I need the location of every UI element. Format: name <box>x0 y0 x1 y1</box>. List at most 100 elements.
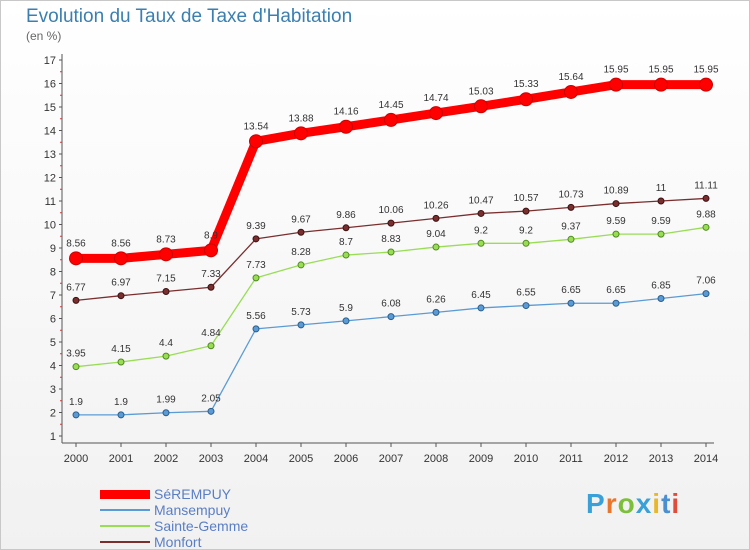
data-label: 8.83 <box>381 234 401 245</box>
data-label: 9.39 <box>246 221 266 232</box>
x-tick-label: 2009 <box>469 453 493 465</box>
legend-item: SéREMPUY <box>100 486 300 502</box>
data-point <box>204 243 218 258</box>
data-label: 6.08 <box>381 299 401 310</box>
series-mansempuy <box>72 290 710 419</box>
data-label: 9.04 <box>426 229 446 240</box>
data-point <box>522 207 530 215</box>
data-point <box>249 134 263 149</box>
data-point <box>567 299 575 307</box>
x-tick-label: 2012 <box>604 453 628 465</box>
y-tick-label: 10 <box>44 220 56 232</box>
data-point <box>477 209 485 217</box>
logo-letter: P <box>586 488 606 519</box>
y-tick-label: 1 <box>50 431 56 443</box>
logo-letter: t <box>661 488 672 519</box>
y-tick-label: 9 <box>50 243 56 255</box>
data-point <box>339 119 353 134</box>
logo-letter: r <box>605 488 618 519</box>
x-tick-label: 2004 <box>244 453 268 465</box>
data-label: 6.65 <box>561 285 581 296</box>
data-label: 7.73 <box>246 260 266 271</box>
data-point <box>654 77 668 92</box>
y-tick-label: 13 <box>44 149 56 161</box>
legend: SéREMPUY Mansempuy Sainte-Gemme Monfort <box>100 486 300 550</box>
data-label: 10.57 <box>513 193 538 204</box>
data-point <box>69 251 83 266</box>
y-tick-label: 11 <box>45 196 56 208</box>
data-label: 8.7 <box>339 237 353 248</box>
y-tick-label: 4 <box>50 361 56 373</box>
data-point <box>114 251 128 266</box>
data-label: 9.59 <box>651 216 671 227</box>
data-point <box>207 342 215 350</box>
legend-label: SéREMPUY <box>154 486 232 502</box>
data-label: 9.86 <box>336 210 356 221</box>
data-point <box>342 251 350 259</box>
data-label: 8.73 <box>156 234 176 245</box>
legend-item: Mansempuy <box>100 502 300 518</box>
data-point <box>162 409 170 417</box>
data-label: 11.11 <box>694 180 718 191</box>
data-point <box>474 99 488 114</box>
y-tick-label: 8 <box>50 267 56 279</box>
data-point <box>612 299 620 307</box>
data-label: 10.26 <box>423 200 448 211</box>
data-label: 4.4 <box>159 338 173 349</box>
data-point <box>522 302 530 310</box>
data-label: 7.06 <box>696 276 716 287</box>
data-point <box>294 126 308 141</box>
data-label: 15.95 <box>693 65 718 76</box>
data-label: 15.03 <box>468 86 493 97</box>
series-sainte-gemme <box>72 223 710 371</box>
data-point <box>72 296 80 304</box>
y-tick-label: 2 <box>50 408 56 420</box>
x-tick-label: 2003 <box>199 453 223 465</box>
data-label: 6.97 <box>111 278 131 289</box>
data-point <box>612 200 620 208</box>
data-label: 14.45 <box>378 100 403 111</box>
data-label: 6.85 <box>651 281 671 292</box>
data-point <box>522 239 530 247</box>
x-tick-label: 2008 <box>424 453 448 465</box>
data-label: 14.16 <box>333 107 358 118</box>
data-label: 10.89 <box>603 186 628 197</box>
data-point <box>387 219 395 227</box>
x-tick-label: 2001 <box>109 453 133 465</box>
y-tick-label: 7 <box>50 290 56 302</box>
data-label: 9.59 <box>606 216 626 227</box>
data-label: 9.2 <box>519 225 533 236</box>
data-label: 1.99 <box>156 395 176 406</box>
data-point <box>477 304 485 312</box>
data-point <box>72 363 80 371</box>
data-label: 9.37 <box>561 221 581 232</box>
data-point <box>297 321 305 329</box>
chart-title: Evolution du Taux de Taxe d'Habitation <box>26 6 353 27</box>
data-label: 13.54 <box>243 121 268 132</box>
data-point <box>342 224 350 232</box>
data-label: 7.33 <box>201 269 221 280</box>
data-point <box>162 287 170 295</box>
data-label: 15.95 <box>648 65 673 76</box>
data-point <box>117 411 125 419</box>
data-point <box>609 77 623 92</box>
data-point <box>432 214 440 222</box>
data-point <box>519 92 533 107</box>
legend-swatch <box>100 489 150 499</box>
legend-item: Monfort <box>100 534 300 550</box>
y-tick-label: 12 <box>44 173 56 185</box>
data-point <box>432 243 440 251</box>
data-label: 13.88 <box>288 113 313 124</box>
x-tick-label: 2014 <box>694 453 718 465</box>
y-tick-label: 16 <box>44 79 56 91</box>
data-label: 10.47 <box>468 195 493 206</box>
data-label: 6.55 <box>516 288 536 299</box>
data-label: 6.65 <box>606 285 626 296</box>
data-label: 8.28 <box>291 247 311 258</box>
data-label: 10.06 <box>378 205 403 216</box>
data-point <box>117 292 125 300</box>
data-label: 5.56 <box>246 311 266 322</box>
